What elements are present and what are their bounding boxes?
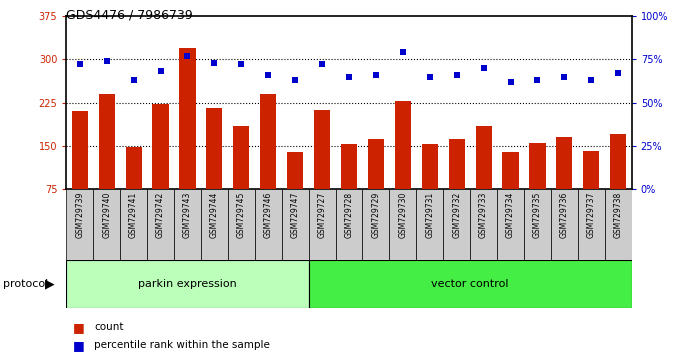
- Bar: [497, 189, 524, 260]
- Text: GDS4476 / 7986739: GDS4476 / 7986739: [66, 9, 193, 22]
- Bar: [98, 94, 114, 189]
- Text: GSM729746: GSM729746: [264, 192, 273, 238]
- Point: [128, 77, 139, 83]
- Bar: [610, 135, 626, 189]
- Point: [290, 77, 301, 83]
- Text: GSM729738: GSM729738: [614, 192, 623, 238]
- Bar: [422, 144, 438, 189]
- Text: GSM729745: GSM729745: [237, 192, 246, 238]
- Point: [559, 74, 570, 79]
- Text: parkin expression: parkin expression: [138, 279, 237, 289]
- Bar: [309, 260, 632, 308]
- Text: GSM729728: GSM729728: [345, 192, 353, 238]
- Bar: [174, 189, 201, 260]
- Bar: [443, 189, 470, 260]
- Point: [316, 62, 327, 67]
- Bar: [449, 139, 465, 189]
- Bar: [287, 152, 303, 189]
- Bar: [260, 94, 276, 189]
- Text: GSM729733: GSM729733: [479, 192, 488, 238]
- Bar: [341, 144, 357, 189]
- Text: GSM729744: GSM729744: [210, 192, 219, 238]
- Point: [262, 72, 274, 78]
- Bar: [228, 189, 255, 260]
- Text: GSM729734: GSM729734: [506, 192, 515, 238]
- Bar: [152, 104, 169, 189]
- Point: [209, 60, 220, 65]
- Bar: [233, 126, 249, 189]
- Text: GSM729742: GSM729742: [156, 192, 165, 238]
- Text: percentile rank within the sample: percentile rank within the sample: [94, 340, 270, 350]
- Text: GSM729741: GSM729741: [129, 192, 138, 238]
- Bar: [66, 189, 94, 260]
- Text: GSM729737: GSM729737: [587, 192, 596, 238]
- Bar: [529, 143, 546, 189]
- Text: GSM729730: GSM729730: [399, 192, 408, 238]
- Bar: [395, 101, 411, 189]
- Bar: [551, 189, 578, 260]
- Text: GSM729727: GSM729727: [318, 192, 327, 238]
- Text: GSM729729: GSM729729: [371, 192, 380, 238]
- Bar: [524, 189, 551, 260]
- Text: count: count: [94, 322, 124, 332]
- Bar: [179, 48, 195, 189]
- Point: [74, 62, 85, 67]
- Point: [155, 69, 166, 74]
- Bar: [578, 189, 604, 260]
- Point: [236, 62, 247, 67]
- Text: GSM729731: GSM729731: [425, 192, 434, 238]
- Text: GSM729739: GSM729739: [75, 192, 84, 238]
- Bar: [72, 111, 88, 189]
- Bar: [120, 189, 147, 260]
- Bar: [470, 189, 497, 260]
- Bar: [66, 260, 309, 308]
- Bar: [584, 151, 600, 189]
- Text: GSM729732: GSM729732: [452, 192, 461, 238]
- Text: GSM729747: GSM729747: [290, 192, 299, 238]
- Point: [613, 70, 624, 76]
- Point: [397, 50, 408, 55]
- Bar: [389, 189, 416, 260]
- Text: ▶: ▶: [45, 278, 55, 291]
- Text: ■: ■: [73, 321, 85, 334]
- Bar: [309, 189, 336, 260]
- Bar: [147, 189, 174, 260]
- Bar: [362, 189, 389, 260]
- Bar: [556, 137, 572, 189]
- Bar: [336, 189, 362, 260]
- Bar: [201, 189, 228, 260]
- Point: [371, 72, 382, 78]
- Point: [478, 65, 489, 71]
- Bar: [207, 108, 223, 189]
- Text: ■: ■: [73, 339, 85, 352]
- Point: [182, 53, 193, 59]
- Text: GSM729743: GSM729743: [183, 192, 192, 238]
- Bar: [282, 189, 309, 260]
- Text: GSM729735: GSM729735: [533, 192, 542, 238]
- Point: [424, 74, 436, 79]
- Bar: [255, 189, 282, 260]
- Point: [505, 79, 516, 85]
- Point: [451, 72, 462, 78]
- Point: [532, 77, 543, 83]
- Bar: [416, 189, 443, 260]
- Text: protocol: protocol: [3, 279, 49, 289]
- Text: GSM729736: GSM729736: [560, 192, 569, 238]
- Point: [101, 58, 112, 64]
- Bar: [475, 126, 491, 189]
- Bar: [314, 110, 330, 189]
- Bar: [368, 139, 384, 189]
- Bar: [126, 147, 142, 189]
- Bar: [503, 152, 519, 189]
- Text: GSM729740: GSM729740: [102, 192, 111, 238]
- Bar: [94, 189, 120, 260]
- Point: [586, 77, 597, 83]
- Text: vector control: vector control: [431, 279, 509, 289]
- Point: [343, 74, 355, 79]
- Bar: [604, 189, 632, 260]
